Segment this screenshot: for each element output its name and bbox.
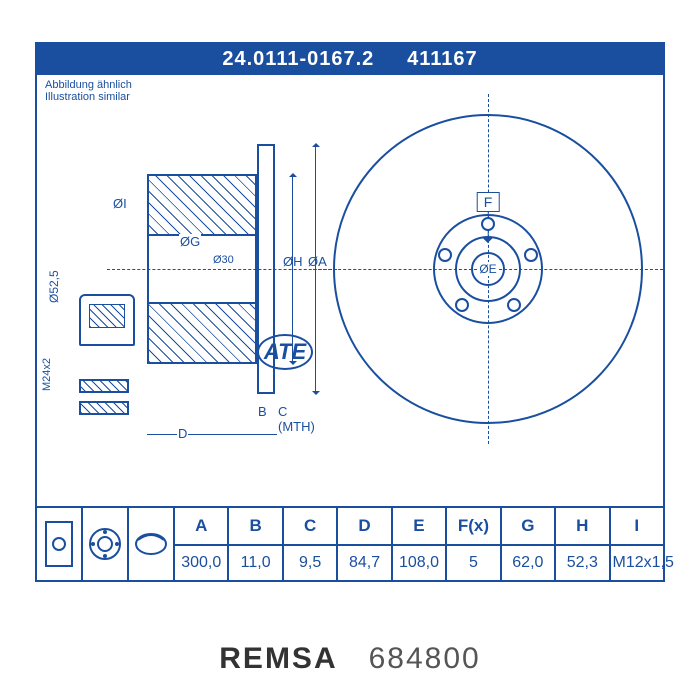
table-header-row: A B C D E F(x) G H I xyxy=(36,507,664,545)
label-D: D xyxy=(177,426,188,441)
bolt-hole xyxy=(455,298,469,312)
center-axis-line xyxy=(107,269,337,270)
val-A: 300,0 xyxy=(174,545,228,581)
brand-code: 684800 xyxy=(369,642,481,675)
col-B: B xyxy=(228,507,282,545)
f-arrow-head xyxy=(483,238,493,248)
val-G: 62,0 xyxy=(501,545,555,581)
part-number-short: 411167 xyxy=(407,48,478,70)
icon-disc-profile xyxy=(36,507,82,581)
title-bar: 24.0111-0167.2 411167 xyxy=(37,44,663,75)
val-E: 108,0 xyxy=(392,545,446,581)
col-E: E xyxy=(392,507,446,545)
brake-pad-sketch xyxy=(79,294,135,346)
label-diam-E: ØE xyxy=(478,262,497,276)
part-number-long: 24.0111-0167.2 xyxy=(222,48,374,70)
col-C: C xyxy=(283,507,337,545)
label-diam-G: ØG xyxy=(179,234,201,249)
col-F: F(x) xyxy=(446,507,500,545)
val-H: 52,3 xyxy=(555,545,609,581)
val-B: 11,0 xyxy=(228,545,282,581)
blueprint-frame: 24.0111-0167.2 411167 Abbildung ähnlich … xyxy=(35,42,665,582)
brand-name: REMSA xyxy=(219,642,337,675)
icon-sensor-ring xyxy=(128,507,174,581)
val-F: 5 xyxy=(446,545,500,581)
bolt-hole xyxy=(481,217,495,231)
dimension-table: A B C D E F(x) G H I 300,0 11,0 9,5 84,7… xyxy=(35,506,665,582)
diagram-area: ØI ØG Ø30 ØH ØA Ø52,5 M24x2 B C (MTH) D … xyxy=(37,74,663,444)
disc-front-view: ØE F xyxy=(333,114,643,424)
val-C: 9,5 xyxy=(283,545,337,581)
pad-hatching xyxy=(89,304,125,328)
col-G: G xyxy=(501,507,555,545)
bolt-hole xyxy=(524,248,538,262)
label-diam-30: Ø30 xyxy=(212,254,235,266)
label-diam-A: ØA xyxy=(307,254,328,269)
col-H: H xyxy=(555,507,609,545)
val-D: 84,7 xyxy=(337,545,391,581)
brand-footer: REMSA 684800 xyxy=(0,642,700,676)
val-I: M12x1,5 xyxy=(610,545,665,581)
icon-bearing xyxy=(82,507,128,581)
label-B: B xyxy=(257,404,268,419)
label-diam-525: Ø52,5 xyxy=(47,269,61,304)
label-C-MTH: C (MTH) xyxy=(277,404,316,434)
col-A: A xyxy=(174,507,228,545)
col-I: I xyxy=(610,507,665,545)
f-label-box: F xyxy=(477,192,500,212)
col-D: D xyxy=(337,507,391,545)
label-thread-M24: M24x2 xyxy=(41,357,53,392)
dim-line-D xyxy=(147,434,277,435)
label-diam-I: ØI xyxy=(112,196,128,211)
ate-logo: ATE xyxy=(257,334,313,370)
nut-sketch xyxy=(79,379,129,415)
